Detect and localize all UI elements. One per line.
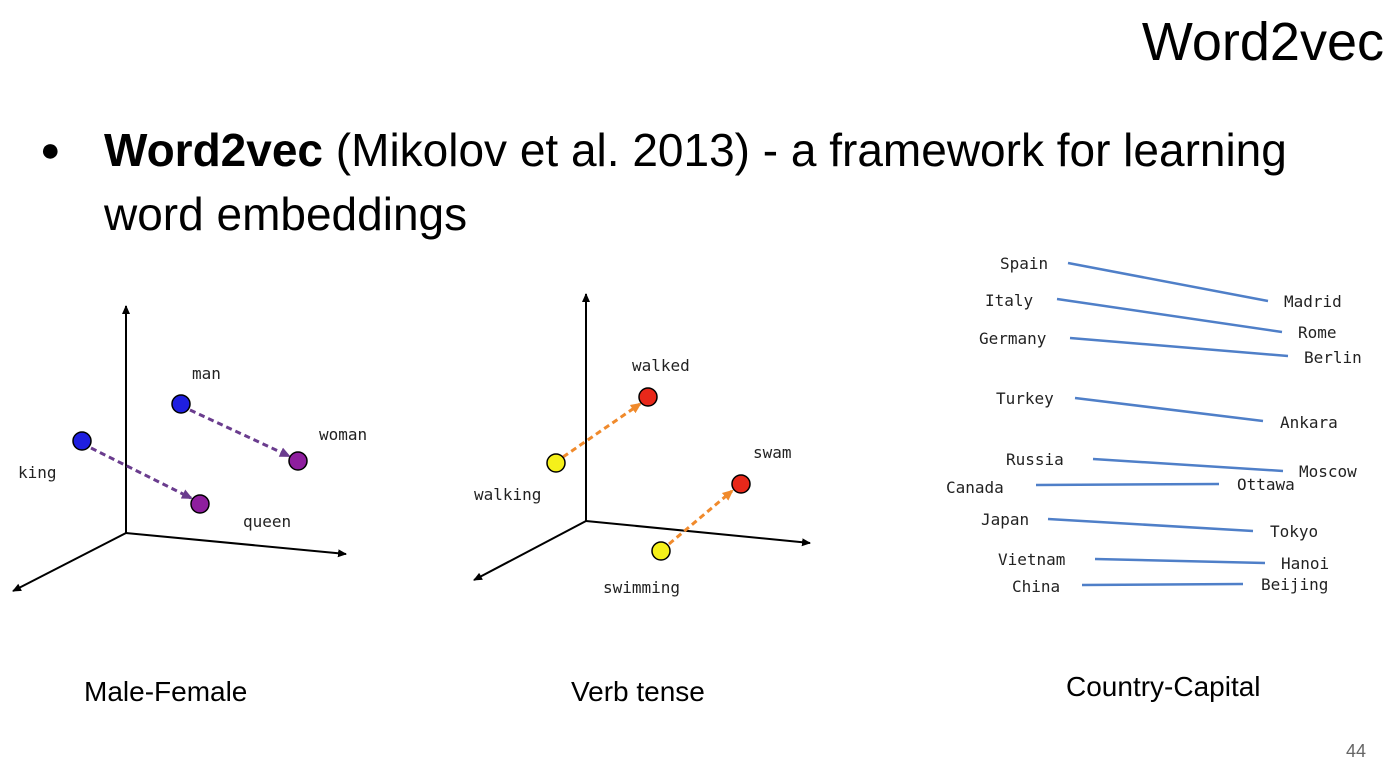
swimming-label: swimming xyxy=(603,578,680,597)
country-capital-caption: Country-Capital xyxy=(1066,671,1261,702)
madrid-label: Madrid xyxy=(1284,292,1342,311)
king-label: king xyxy=(18,463,57,482)
swimming-point xyxy=(651,541,671,561)
china-label: China xyxy=(1012,577,1060,596)
woman-point xyxy=(288,451,308,471)
china-beijing-line xyxy=(1081,582,1244,587)
beijing-label: Beijing xyxy=(1261,575,1328,594)
japan-label: Japan xyxy=(981,510,1029,529)
tokyo-label: Tokyo xyxy=(1270,522,1318,541)
japan-tokyo-line xyxy=(1047,517,1254,533)
queen-point xyxy=(190,494,210,514)
walking-point xyxy=(546,453,566,473)
vt-x-axis xyxy=(585,520,811,547)
swam-point xyxy=(731,474,751,494)
swimming-swam-arrow xyxy=(668,489,734,546)
italy-label: Italy xyxy=(985,291,1034,310)
spain-madrid-line xyxy=(1067,261,1269,303)
bullet-description: (Mikolov et al. 2013) - a framework for … xyxy=(104,124,1287,240)
mf-x-axis xyxy=(125,532,347,558)
vt-z-axis xyxy=(473,520,587,581)
bullet-dot-icon: ● xyxy=(40,131,61,169)
russia-moscow-line xyxy=(1092,457,1284,473)
italy-rome-line xyxy=(1056,297,1283,334)
turkey-label: Turkey xyxy=(996,389,1054,408)
vietnam-hanoi-line xyxy=(1094,557,1266,565)
king-queen-arrow xyxy=(90,446,193,500)
walked-point xyxy=(638,387,658,407)
page-number: 44 xyxy=(1345,741,1366,761)
ottawa-label: Ottawa xyxy=(1237,475,1295,494)
man-label: man xyxy=(192,364,221,383)
ankara-label: Ankara xyxy=(1280,413,1338,432)
rome-label: Rome xyxy=(1298,323,1337,342)
mf-z-axis xyxy=(12,532,127,592)
walking-label: walking xyxy=(474,485,541,504)
berlin-label: Berlin xyxy=(1304,348,1362,367)
germany-label: Germany xyxy=(979,329,1047,348)
spain-label: Spain xyxy=(1000,254,1048,273)
bullet-text: Word2vec (Mikolov et al. 2013) - a frame… xyxy=(104,118,1364,246)
canada-ottawa-line xyxy=(1035,482,1220,487)
walking-walked-arrow xyxy=(562,402,642,459)
queen-label: queen xyxy=(243,512,291,531)
germany-berlin-line xyxy=(1069,336,1289,358)
man-point xyxy=(171,394,191,414)
woman-label: woman xyxy=(319,425,367,444)
slide-title: Word2vec xyxy=(1141,12,1384,72)
vietnam-label: Vietnam xyxy=(998,550,1065,569)
man-woman-arrow xyxy=(189,408,291,458)
verb-tense-caption: Verb tense xyxy=(571,676,705,707)
moscow-label: Moscow xyxy=(1299,462,1357,481)
country-capital-panel: Spain Madrid Italy Rome Germany Berlin T… xyxy=(946,254,1362,596)
swam-label: swam xyxy=(753,443,792,462)
turkey-ankara-line xyxy=(1074,396,1264,423)
male-female-panel: man woman king queen xyxy=(12,305,367,592)
hanoi-label: Hanoi xyxy=(1281,554,1329,573)
king-point xyxy=(72,431,92,451)
russia-label: Russia xyxy=(1006,450,1064,469)
canada-label: Canada xyxy=(946,478,1004,497)
male-female-caption: Male-Female xyxy=(84,676,248,707)
bullet-bold-term: Word2vec xyxy=(104,124,324,176)
verb-tense-panel: walked walking swam swimming xyxy=(473,293,811,597)
walked-label: walked xyxy=(632,356,690,375)
